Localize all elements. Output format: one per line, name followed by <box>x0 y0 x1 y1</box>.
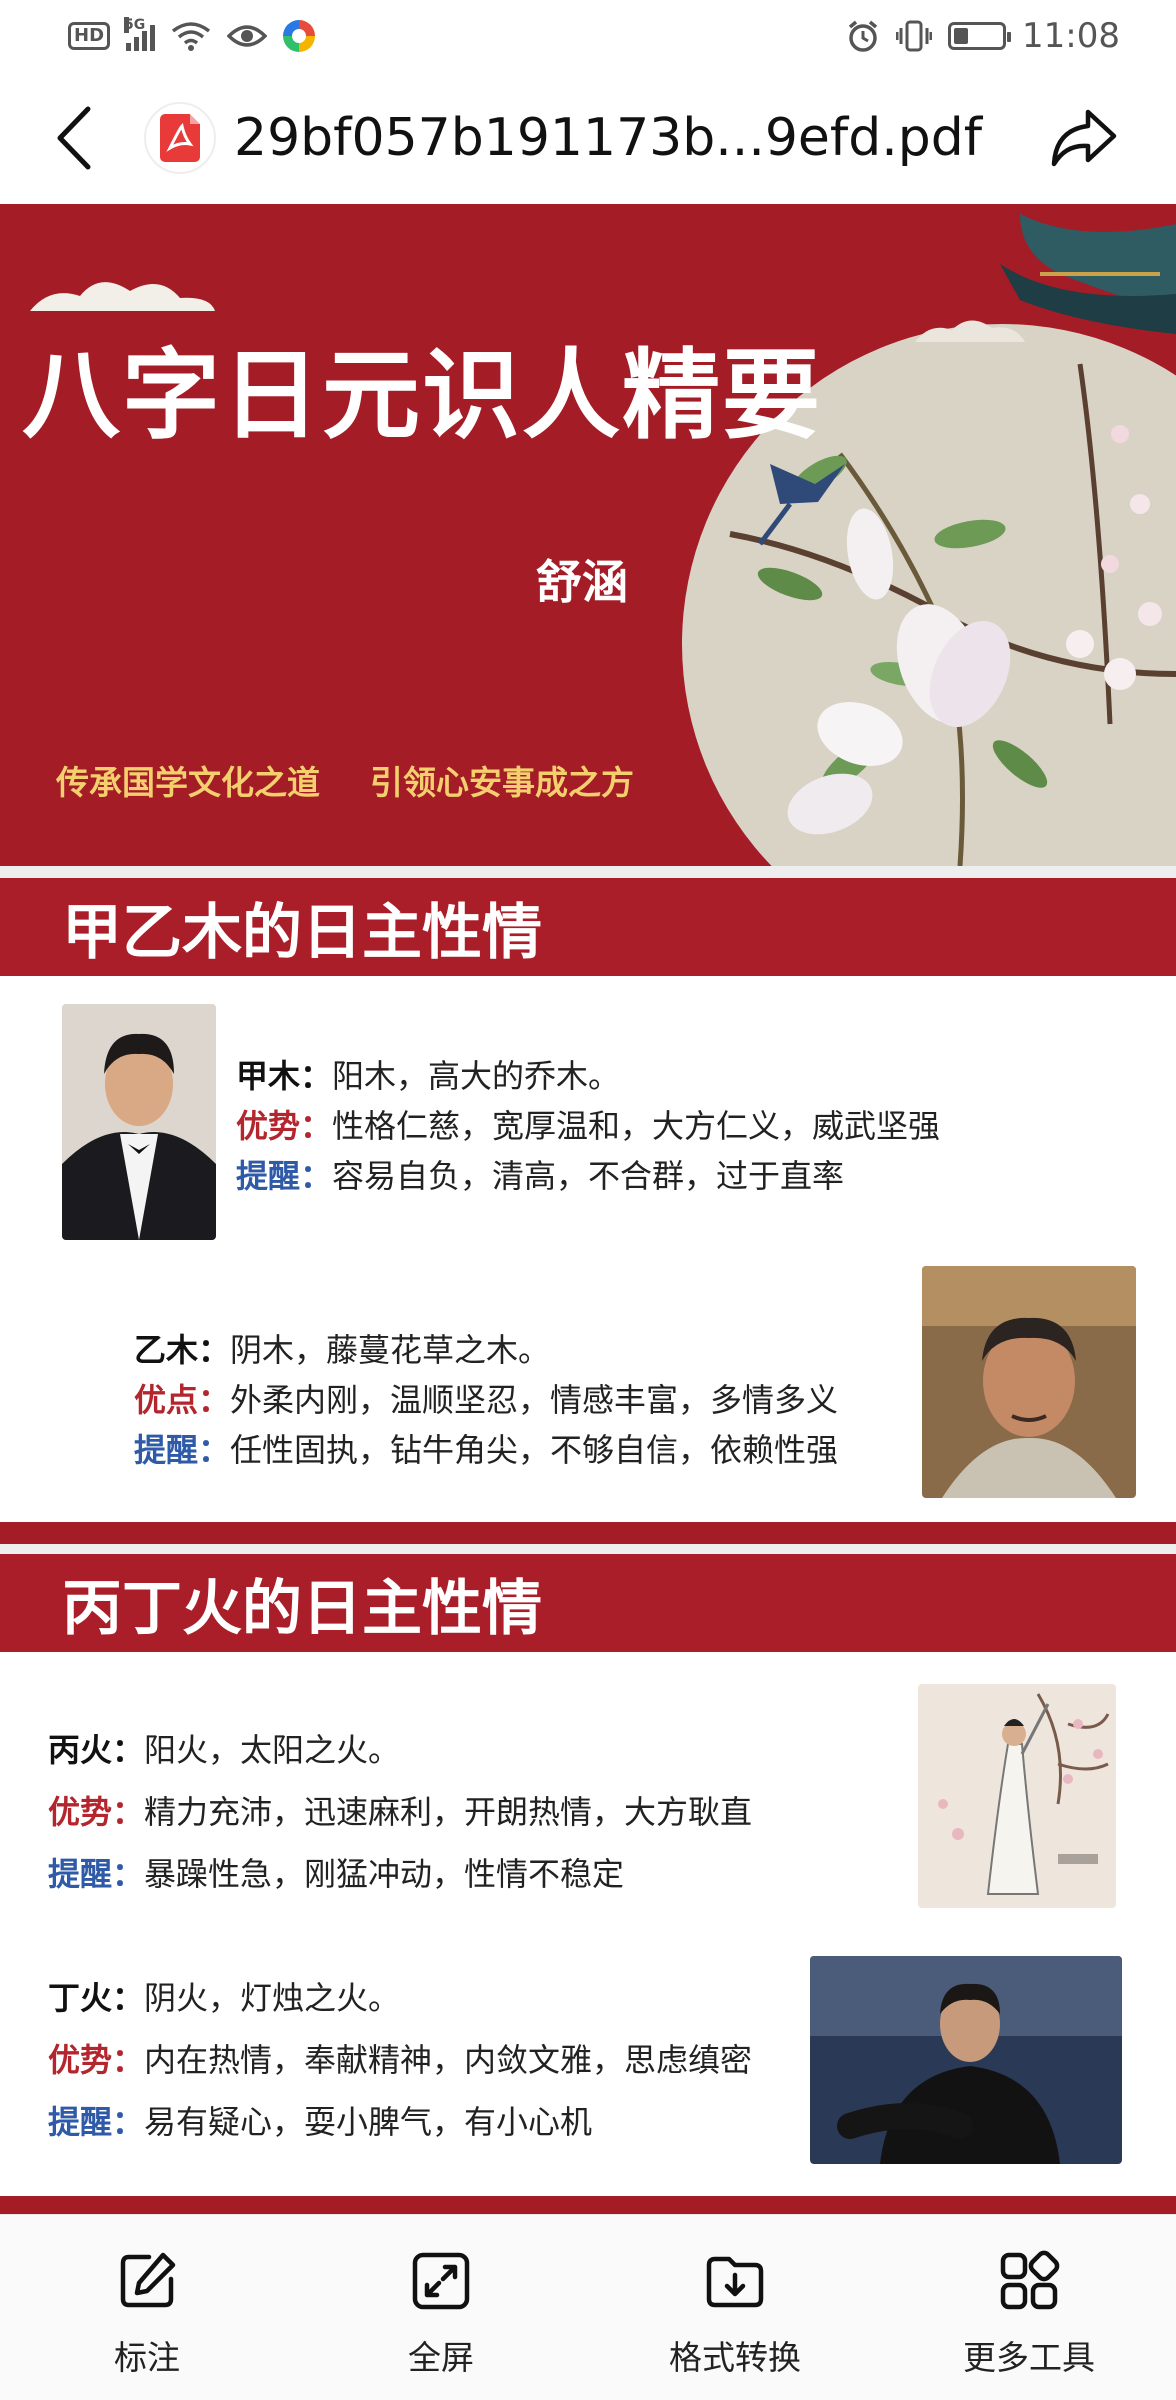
jiamu-name: 甲木 <box>236 1057 301 1095</box>
vibrate-icon <box>896 20 933 52</box>
section-divider-red <box>0 1522 1176 1544</box>
section-title: 丙丁火的日主性情 <box>62 1574 542 1644</box>
section-title: 甲乙木的日主性情 <box>62 898 542 968</box>
jiamu-remind-line: 提醒：容易自负，清高，不合群，过于直率 <box>236 1157 845 1195</box>
status-left: HD 5G <box>68 17 316 52</box>
banner-title: 八字日元识人精要 <box>22 339 823 453</box>
pdf-page[interactable]: 八字日元识人精要 舒涵 传承国学文化之道 引领心安事成之方 甲乙木的日主性情 甲… <box>0 204 1176 2214</box>
banner-author: 舒涵 <box>536 555 628 609</box>
alarm-icon <box>848 20 878 52</box>
remind-label: 提醒 <box>134 1431 199 1469</box>
back-icon <box>57 106 91 170</box>
grid-icon <box>1000 2250 1060 2310</box>
dinghuo-desc: 阴火，灯烛之火。 <box>144 1979 401 2017</box>
remind-label: 提醒 <box>48 2103 113 2141</box>
document-title: 29bf057b191173b...9efd.pdf <box>234 108 983 168</box>
dinghuo-remind: 易有疑心，耍小脾气，有小心机 <box>144 2103 593 2141</box>
jiamu-strength-line: 优势：性格仁慈，宽厚温和，大方仁义，威武坚强 <box>236 1107 941 1145</box>
section-divider-light <box>0 1544 1176 1554</box>
annotate-label: 标注 <box>114 2338 180 2377</box>
format-convert-button[interactable]: 格式转换 <box>588 2215 882 2400</box>
jiamu-desc: 阳木，高大的乔木。 <box>332 1057 621 1095</box>
fullscreen-button[interactable]: 全屏 <box>294 2215 588 2400</box>
photo-dinghuo-actor <box>810 1956 1122 2164</box>
status-right: 11:08 <box>846 16 1120 56</box>
dinghuo-strength: 内在热情，奉献精神，内敛文雅，思虑缜密 <box>144 2041 753 2079</box>
cloud-decoration-small <box>915 320 1025 342</box>
binghuo-strength-line: 优势：精力充沛，迅速麻利，开朗热情，大方耿直 <box>48 1793 753 1831</box>
cloud-decoration <box>30 282 215 311</box>
yimu-strength-line: 优点：外柔内刚，温顺坚忍，情感丰富，多情多义 <box>134 1381 839 1419</box>
status-bar: HD 5G 11:08 <box>0 0 1176 72</box>
binghuo-name: 丙火 <box>48 1731 113 1769</box>
jiamu-remind: 容易自负，清高，不合群，过于直率 <box>332 1157 845 1195</box>
photo-binghuo-painting <box>918 1684 1116 1908</box>
share-icon <box>1051 109 1117 167</box>
fullscreen-icon <box>412 2252 470 2310</box>
battery-icon <box>948 22 1012 50</box>
section-header-wood: 甲乙木的日主性情 <box>0 878 1176 976</box>
app-color-icon <box>283 20 316 52</box>
dinghuo-desc-line: 丁火：阴火，灯烛之火。 <box>48 1979 401 2017</box>
more-tools-button[interactable]: 更多工具 <box>882 2215 1176 2400</box>
yimu-strength: 外柔内刚，温顺坚忍，情感丰富，多情多义 <box>230 1381 839 1419</box>
eye-icon <box>227 25 268 47</box>
cell-signal-icon: 5G <box>124 17 156 51</box>
pdf-file-icon <box>144 102 216 174</box>
dinghuo-strength-line: 优势：内在热情，奉献精神，内敛文雅，思虑缜密 <box>48 2041 753 2079</box>
dinghuo-remind-line: 提醒：易有疑心，耍小脾气，有小心机 <box>48 2103 593 2141</box>
remind-label: 提醒 <box>236 1157 301 1195</box>
banner-slogan-right: 引领心安事成之方 <box>370 763 634 802</box>
yimu-desc: 阴木，藤蔓花草之木。 <box>230 1331 551 1369</box>
wifi-icon <box>171 22 211 51</box>
strength-label: 优势 <box>48 2041 113 2079</box>
photo-jiamu-actor <box>62 1004 216 1240</box>
strength-label: 优势 <box>48 1793 113 1831</box>
remind-label: 提醒 <box>48 1855 113 1893</box>
divider-light <box>0 866 1176 878</box>
banner-slogan-left: 传承国学文化之道 <box>56 763 320 802</box>
binghuo-strength: 精力充沛，迅速麻利，开朗热情，大方耿直 <box>144 1793 753 1831</box>
jiamu-strength: 性格仁慈，宽厚温和，大方仁义，威武坚强 <box>332 1107 941 1145</box>
clock-time: 11:08 <box>1022 16 1120 56</box>
jiamu-desc-line: 甲木：阳木，高大的乔木。 <box>236 1057 621 1095</box>
yimu-remind-line: 提醒：任性固执，钻牛角尖，不够自信，依赖性强 <box>134 1431 839 1469</box>
binghuo-desc: 阳火，太阳之火。 <box>144 1731 401 1769</box>
binghuo-remind: 暴躁性急，刚猛冲动，性情不稳定 <box>144 1855 625 1893</box>
yimu-remind: 任性固执，钻牛角尖，不够自信，依赖性强 <box>230 1431 839 1469</box>
binghuo-desc-line: 丙火：阳火，太阳之火。 <box>48 1731 401 1769</box>
yimu-name: 乙木 <box>134 1331 199 1369</box>
signal-gen-label: 5G <box>124 17 146 33</box>
dinghuo-name: 丁火 <box>48 1979 113 2017</box>
strength-label: 优点 <box>134 1381 199 1419</box>
strength-label: 优势 <box>236 1107 301 1145</box>
annotate-button[interactable]: 标注 <box>0 2215 294 2400</box>
document-top-bar: 29bf057b191173b...9efd.pdf <box>0 72 1176 204</box>
fullscreen-label: 全屏 <box>408 2338 474 2377</box>
pdf-doc-shape <box>160 114 200 162</box>
photo-yimu-actor <box>922 1266 1136 1498</box>
bottom-toolbar: 标注 全屏 格式转换 更多工具 <box>0 2214 1176 2400</box>
more-tools-label: 更多工具 <box>963 2338 1095 2377</box>
hd-badge: HD <box>68 22 111 50</box>
section-header-fire: 丙丁火的日主性情 <box>0 1554 1176 1652</box>
back-button[interactable] <box>44 98 104 178</box>
share-button[interactable] <box>1048 102 1120 174</box>
edit-icon <box>120 2252 176 2308</box>
magnolia-painting <box>729 214 1176 866</box>
binghuo-remind-line: 提醒：暴躁性急，刚猛冲动，性情不稳定 <box>48 1855 625 1893</box>
cover-banner: 八字日元识人精要 舒涵 传承国学文化之道 引领心安事成之方 <box>0 204 1176 866</box>
section-divider-red-bottom <box>0 2196 1176 2214</box>
yimu-desc-line: 乙木：阴木，藤蔓花草之木。 <box>134 1331 551 1369</box>
folder-download-icon <box>706 2256 764 2308</box>
format-convert-label: 格式转换 <box>669 2338 801 2377</box>
